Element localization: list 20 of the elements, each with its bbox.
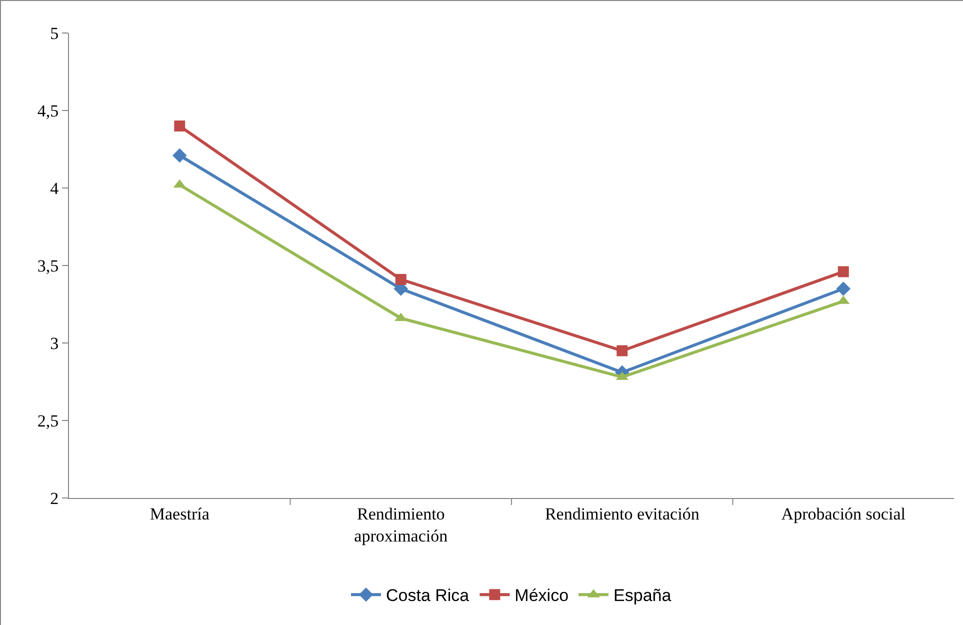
x-tick-label: Maestría (150, 504, 210, 524)
y-tick-label: 3 (50, 334, 59, 353)
point (836, 282, 851, 296)
y-tick-label: 4,5 (37, 101, 59, 120)
y-tick-label: 2,5 (37, 411, 59, 430)
legend-label: España (614, 586, 672, 606)
x-tick-label: Rendimiento aproximación (354, 504, 448, 546)
point (838, 266, 849, 278)
y-tick-label: 5 (50, 24, 59, 43)
point (174, 120, 186, 132)
y-tick-label: 3,5 (37, 256, 59, 276)
point (172, 148, 187, 163)
legend-label: Costa Rica (386, 586, 470, 606)
point (395, 274, 406, 285)
x-tick-label: Rendimiento evitación (544, 504, 700, 524)
y-tick-label: 2 (50, 488, 59, 508)
point (616, 345, 628, 356)
y-tick-label: 4 (50, 178, 60, 198)
x-tick-label: Aprobación social (781, 504, 906, 524)
legend-label: México (514, 586, 569, 606)
